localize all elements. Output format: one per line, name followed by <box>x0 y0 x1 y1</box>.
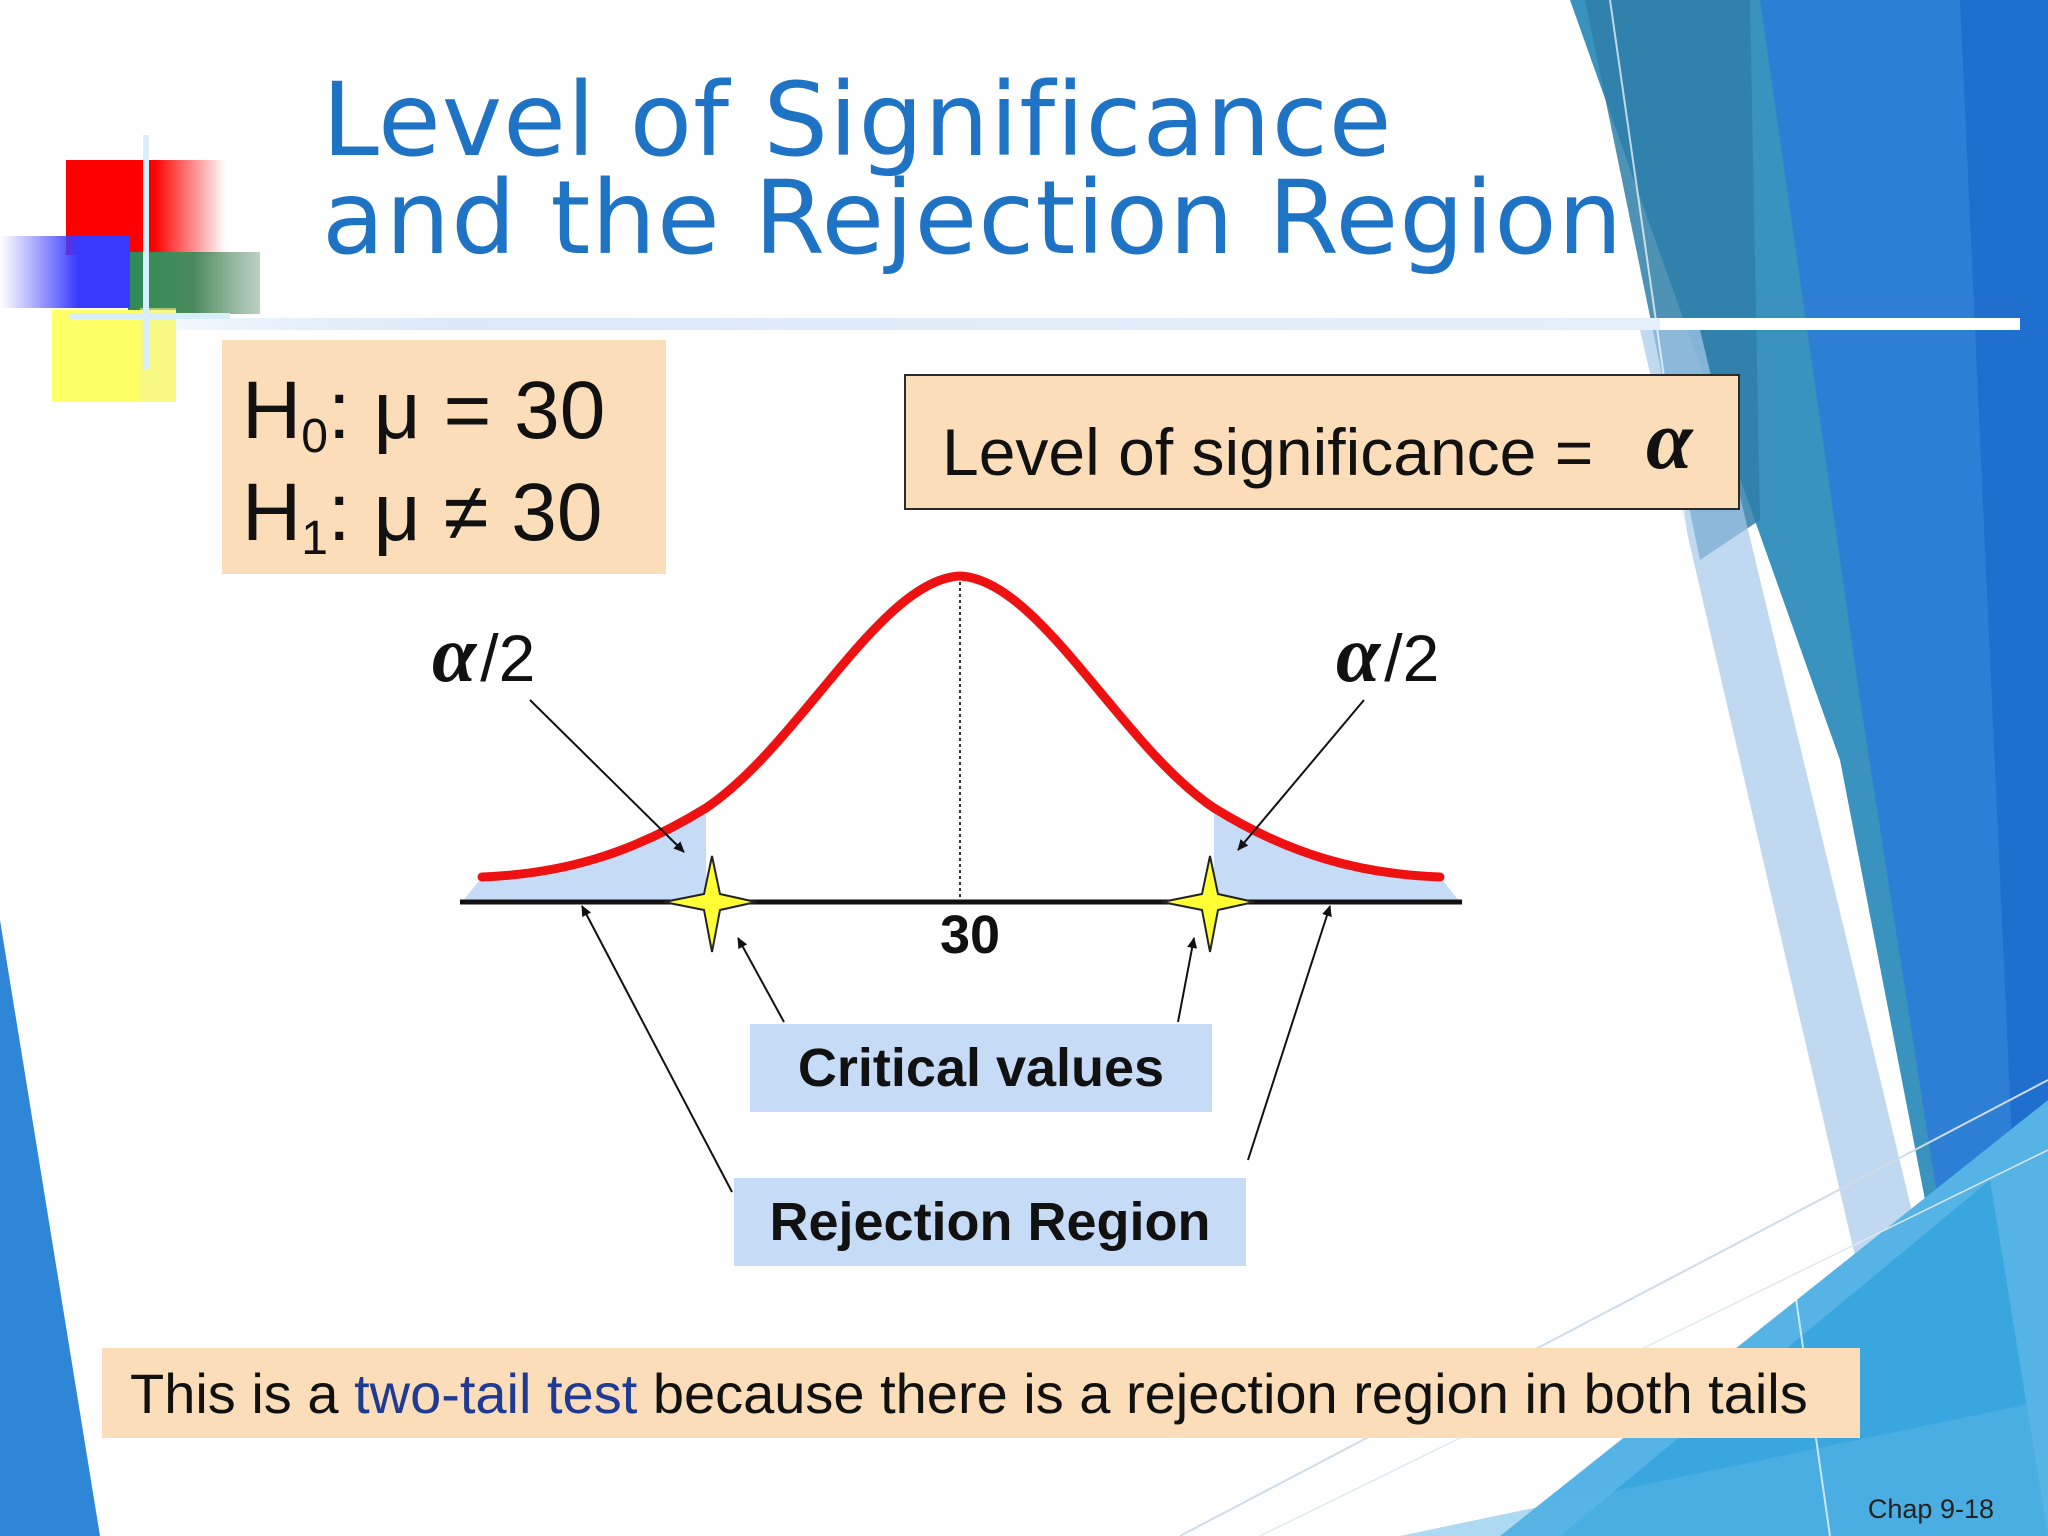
title-divider-right <box>1660 318 2020 330</box>
left-blue-wedge <box>0 920 100 1536</box>
arrow-rejection-right <box>1247 905 1332 1161</box>
null-hypothesis: H0: μ = 30 <box>242 370 605 461</box>
right-tail-alpha-label: α/2 <box>1336 610 1439 701</box>
h0-symbol: H <box>242 365 302 456</box>
left-tail-alpha-label: α/2 <box>432 610 535 701</box>
note-suffix: because there is a rejection region in b… <box>637 1361 1808 1425</box>
colored-squares-logo <box>0 135 260 402</box>
left-rejection-area <box>462 814 706 902</box>
significance-box: Level of significance = α <box>904 374 1740 510</box>
note-prefix: This is a <box>130 1361 355 1425</box>
arrow-rejection-left <box>581 905 733 1193</box>
significance-alpha-symbol: α <box>1646 394 1693 487</box>
significance-label: Level of significance = <box>942 415 1594 489</box>
arrow-left-alpha <box>529 699 685 853</box>
left-tail-alpha-symbol: α <box>432 611 477 699</box>
title-divider <box>60 318 2020 330</box>
rejection-region-label: Rejection Region <box>734 1178 1246 1266</box>
note-highlight: two-tail test <box>354 1361 638 1425</box>
right-tail-fraction: /2 <box>1384 621 1440 695</box>
h1-subscript: 1 <box>301 512 328 565</box>
h1-expression: : μ ≠ 30 <box>327 467 603 558</box>
h0-expression: : μ = 30 <box>327 365 606 456</box>
normal-curve <box>477 571 1445 882</box>
arrow-critical-left <box>737 937 785 1023</box>
alternative-hypothesis: H1: μ ≠ 30 <box>242 472 603 563</box>
critical-values-label: Critical values <box>750 1024 1212 1112</box>
title-line-1: Level of Significance <box>322 61 1393 180</box>
arrow-right-alpha <box>1237 699 1365 851</box>
hypotheses-box: H0: μ = 30 H1: μ ≠ 30 <box>222 340 666 574</box>
left-tail-fraction: /2 <box>480 621 536 695</box>
right-tail-alpha-symbol: α <box>1336 611 1381 699</box>
h1-symbol: H <box>242 467 302 558</box>
critical-value-star-right <box>1161 855 1255 953</box>
right-decoration <box>1179 0 2048 1536</box>
mean-value-label: 30 <box>940 905 1001 965</box>
critical-value-star-left <box>663 855 757 953</box>
title-line-2: and the Rejection Region <box>322 159 1624 278</box>
arrow-critical-right <box>1177 937 1198 1023</box>
two-tail-note: This is a two-tail test because there is… <box>102 1348 1860 1438</box>
right-rejection-area <box>1214 814 1460 902</box>
distribution-diagram <box>460 571 1462 1193</box>
page-number: Chap 9-18 <box>1867 1494 1994 1524</box>
h0-subscript: 0 <box>301 410 328 463</box>
